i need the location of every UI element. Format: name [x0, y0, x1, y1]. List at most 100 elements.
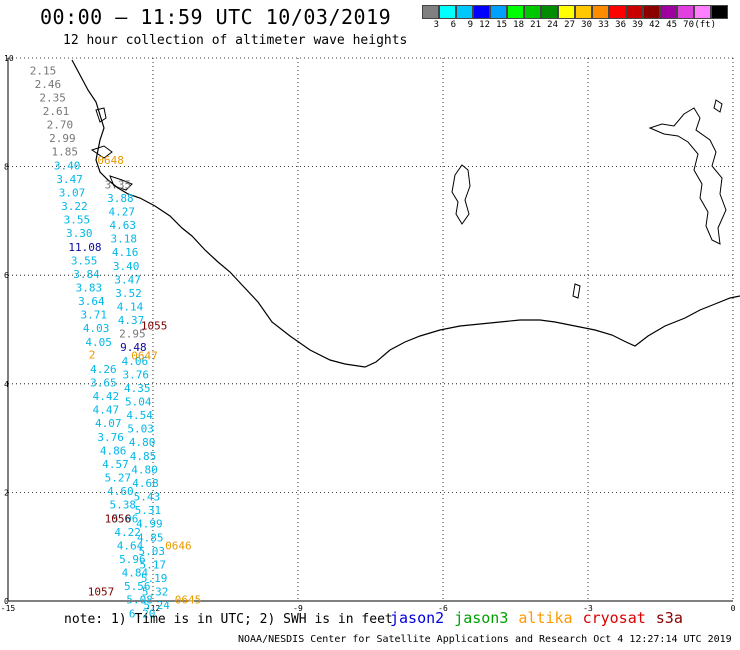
wave-height-value: 3.83 [76, 281, 103, 294]
wave-height-value: 4.60 [107, 485, 134, 498]
pass-time-labels: 0648 1055 0647 1056 0646 1057 0645 [88, 154, 202, 607]
legend-entry: cryosat [582, 609, 646, 627]
wave-height-value: 4.86 [100, 444, 127, 457]
colorbar-label: 3 [433, 20, 439, 30]
colorbar-swatch [558, 5, 575, 19]
colorbar-swatch [422, 5, 439, 19]
axis-ticks: -15 -12 -9 -6 -3 0 0 2 4 6 8 10 [1, 54, 736, 613]
pass-time-label: 0648 [97, 154, 124, 167]
colorbar-swatch [677, 5, 694, 19]
colorbar-label: 9 [467, 20, 473, 30]
wave-height-value: 4.47 [93, 404, 120, 417]
colorbar-swatch [592, 5, 609, 19]
wave-height-value: 2.95 [119, 328, 145, 341]
units-note: note: 1) Time is in UTC; 2) SWH is in fe… [64, 612, 393, 627]
wave-height-colorbar [422, 5, 728, 19]
colorbar-swatch [694, 5, 711, 19]
coastline [71, 59, 740, 368]
colorbar-swatch [626, 5, 643, 19]
wave-height-value: 5.27 [105, 472, 131, 485]
colorbar-label: 15 [496, 20, 507, 30]
colorbar-label: 36 [615, 20, 626, 30]
wave-height-value: 4.68 [132, 477, 159, 490]
colorbar-swatch [660, 5, 677, 19]
pass-time-label: 1055 [141, 320, 168, 333]
colorbar-label: 30 [581, 20, 592, 30]
wave-height-value: 5.32 [142, 586, 169, 599]
legend-entry: s3a [655, 609, 683, 627]
wave-height-value: 9.48 [120, 341, 147, 354]
colorbar-swatch [507, 5, 524, 19]
pass-time-label: 0645 [175, 594, 202, 607]
colorbar-swatch [490, 5, 507, 19]
wave-height-value: 6.20 [129, 607, 156, 620]
wave-height-value: 3.07 [59, 186, 86, 199]
wave-height-value: 4.42 [93, 390, 120, 403]
legend-entry: jason2 [390, 609, 445, 627]
wave-height-value: 5.43 [134, 491, 161, 504]
y-tick-label: 2 [4, 488, 9, 497]
wave-height-value: 4.16 [112, 246, 138, 259]
colorbar-swatch [575, 5, 592, 19]
map-title: 00:00 – 11:59 UTC 10/03/2019 [40, 5, 392, 29]
wave-height-value: 5.96 [119, 553, 145, 566]
wave-height-value: 4.22 [114, 526, 141, 539]
x-tick-label: 0 [731, 604, 736, 613]
wave-height-value: 3.64 [78, 295, 105, 308]
wave-height-value: 5.56 [124, 580, 151, 593]
y-tick-label: 0 [4, 597, 9, 606]
credit-footer: NOAA/NESDIS Center for Satellite Applica… [238, 634, 732, 645]
wave-height-value: 4.84 [122, 567, 149, 580]
wave-height-points: 2.152.462.352.612.702.991.853.403.473.07… [30, 64, 170, 620]
wave-height-value: 5.03 [139, 545, 166, 558]
wave-height-value: 3.88 [107, 192, 134, 205]
wave-height-value: 4.06 [122, 355, 149, 368]
colorbar-labels: 3 6 9 12 15 18 21 24 27 30 33 36 39 42 45 70 (ft) [422, 20, 716, 30]
y-tick-label: 10 [4, 54, 14, 63]
wave-height-value: 2.99 [49, 132, 75, 145]
x-tick-label: -9 [293, 604, 303, 613]
y-tick-label: 6 [4, 271, 9, 280]
colorbar-label: 21 [530, 20, 541, 30]
satellite-legend: jason2 jason3 altika cryosat s3a [390, 609, 693, 627]
wave-height-value: 5.08 [126, 594, 152, 607]
pass-time-label: 0646 [165, 539, 192, 552]
colorbar-swatch [439, 5, 456, 19]
wave-height-value: 4.14 [117, 300, 144, 313]
colorbar-swatch [541, 5, 558, 19]
wave-height-value: 4.37 [118, 314, 145, 327]
colorbar-label: 39 [632, 20, 643, 30]
y-tick-label: 4 [4, 380, 9, 389]
pass-time-label: 1056 [105, 512, 131, 525]
colorbar-label: 18 [513, 20, 524, 30]
wave-height-value: 3.35 [105, 178, 131, 191]
wave-height-value: 2.46 [35, 78, 62, 91]
x-tick-label: -3 [583, 604, 593, 613]
legend-entry: altika [518, 609, 573, 627]
wave-height-value: 3.40 [54, 159, 81, 172]
colorbar-label: (ft) [694, 20, 716, 30]
colorbar-label: 45 [666, 20, 677, 30]
wave-height-value: 3.40 [113, 260, 140, 273]
wave-height-value: 5.24 [143, 599, 170, 612]
wave-height-value: 2.15 [30, 64, 57, 77]
legend-entry: jason3 [454, 609, 509, 627]
wave-height-value: 4.27 [109, 205, 135, 218]
wave-height-value: 3.65 [90, 377, 117, 390]
wave-height-value: 4.80 [129, 436, 156, 449]
graticule [7, 57, 734, 602]
wave-height-value: 4.07 [95, 417, 122, 430]
wave-height-value: 4.80 [131, 463, 158, 476]
colorbar-label: 24 [547, 20, 558, 30]
wave-height-value: 5.19 [141, 572, 168, 585]
wave-height-value: 11.08 [68, 241, 101, 254]
wave-height-value: 5.31 [135, 504, 162, 517]
wave-height-value: 3.71 [81, 309, 108, 322]
colorbar-label: 12 [479, 20, 490, 30]
wave-height-value: 3.55 [71, 254, 98, 267]
wave-height-value: 3.76 [97, 431, 124, 444]
colorbar-label: 42 [649, 20, 660, 30]
wave-height-value: 4.05 [85, 336, 112, 349]
y-tick-label: 8 [4, 163, 9, 172]
